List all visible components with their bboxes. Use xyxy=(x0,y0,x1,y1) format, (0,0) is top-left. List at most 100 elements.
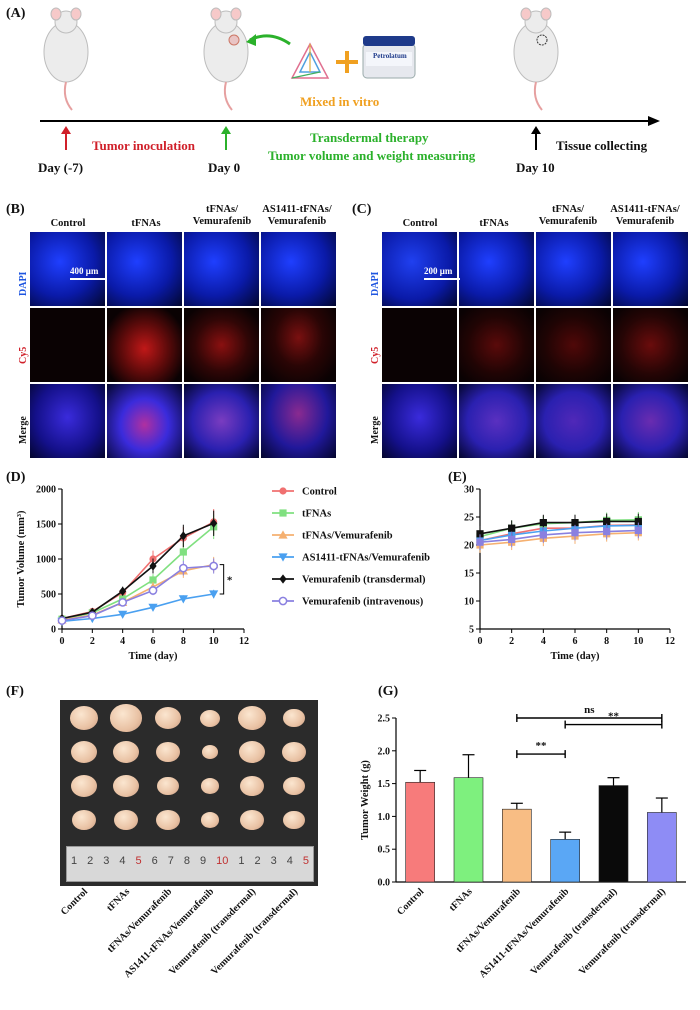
tumor-sample xyxy=(71,740,97,764)
petrolatum-jar-icon xyxy=(362,36,416,79)
tumor-sample xyxy=(157,776,179,796)
c-row-dapi: DAPI xyxy=(370,271,381,296)
legend-label: Vemurafenib (transdermal) xyxy=(302,575,426,586)
legend-label: Control xyxy=(302,487,337,498)
b-row-cy5: Cy5 xyxy=(18,346,29,364)
ruler-number: 1 xyxy=(238,855,245,867)
c-col-tfnas-vemurafenib: tFNAs/ Vemurafenib xyxy=(538,204,598,227)
day0-label: Day 0 xyxy=(208,160,241,175)
ruler-number: 4 xyxy=(119,855,126,867)
data-point xyxy=(118,610,128,619)
bar xyxy=(502,808,532,883)
y-tick-label: 500 xyxy=(41,590,56,601)
f-label: tFNAs xyxy=(105,886,132,913)
category-label: Control xyxy=(395,886,426,917)
x-tick-label: 6 xyxy=(573,636,578,647)
y-tick-label: 25 xyxy=(464,513,474,524)
y-tick-label: 1.0 xyxy=(378,812,391,823)
x-axis-label: Time (day) xyxy=(128,651,178,662)
legend-label: tFNAs/Vemurafenib xyxy=(302,531,393,542)
c-dapi-tfnas xyxy=(459,232,534,306)
legend-label: AS1411-tFNAs/Vemurafenib xyxy=(302,553,430,564)
legend-marker xyxy=(279,487,287,495)
ruler-number: 2 xyxy=(254,855,261,867)
y-tick-label: 5 xyxy=(469,625,474,636)
c-row-merge: Merge xyxy=(370,416,381,444)
ruler-number: 5 xyxy=(302,855,309,867)
legend-marker xyxy=(278,553,288,562)
tumor-sample xyxy=(113,740,139,764)
bar xyxy=(598,785,629,883)
data-point xyxy=(603,517,611,526)
data-point xyxy=(209,561,219,571)
c-col-control: Control xyxy=(402,218,438,229)
tumor-sample xyxy=(282,741,306,763)
ruler-number: 4 xyxy=(286,855,293,867)
tumor-sample xyxy=(71,774,97,798)
x-tick-label: 4 xyxy=(120,636,125,647)
tumor-measuring-label: Tumor volume and weight measuring xyxy=(268,148,476,163)
c-dapi-as1411 xyxy=(613,232,688,306)
bar xyxy=(647,812,677,883)
b-dapi-tfnas-vem xyxy=(184,232,259,306)
tumor-sample xyxy=(156,809,180,831)
mouse-icon-day-minus7 xyxy=(43,7,89,111)
y-tick-label: 20 xyxy=(464,541,474,552)
c-cy5-control xyxy=(382,308,457,382)
tumor-sample xyxy=(240,809,264,831)
c-merge-control xyxy=(382,384,457,458)
tumor-sample xyxy=(201,778,219,794)
c-dapi-control xyxy=(382,232,457,306)
y-tick-label: 1.5 xyxy=(378,779,391,790)
b-row-merge: Merge xyxy=(18,416,29,444)
y-tick-label: 1000 xyxy=(36,555,56,566)
petrolatum-label: Petrolatum xyxy=(373,52,407,60)
series-line xyxy=(61,522,214,620)
b-dapi-control xyxy=(30,232,105,306)
ruler-number: 2 xyxy=(87,855,94,867)
chart-g-tumor-weight: 0.0 0.5 1.0 1.5 2.0 2.5 Tumor Weight (g) Contro… xyxy=(360,704,686,980)
series-line xyxy=(479,524,639,542)
y-tick-label: 10 xyxy=(464,597,474,608)
data-point xyxy=(634,526,642,535)
data-point xyxy=(634,517,642,526)
ruler-number: 1 xyxy=(71,855,78,867)
significance-label: ** xyxy=(608,711,620,723)
plus-icon xyxy=(336,51,358,73)
data-point xyxy=(149,561,157,571)
y-axis-label: Tumor Weight (g) xyxy=(360,760,371,840)
tumor-sample xyxy=(110,704,142,732)
mixed-in-vitro-label: Mixed in vitro xyxy=(300,94,380,109)
f-label: Control xyxy=(59,886,90,917)
data-point xyxy=(148,603,158,612)
legend-marker xyxy=(278,530,288,539)
series-line xyxy=(479,531,639,546)
b-merge-as1411 xyxy=(261,384,336,458)
category-label: Vemurafenib (transdermal) xyxy=(529,886,620,977)
b-cy5-as1411 xyxy=(261,308,336,382)
series-line xyxy=(61,565,214,622)
series-line xyxy=(479,524,639,542)
c-dapi-tfnas-vem xyxy=(536,232,611,306)
data-point xyxy=(149,576,157,584)
panel-label-c: (C) xyxy=(352,202,372,217)
x-tick-label: 0 xyxy=(60,636,65,647)
data-point xyxy=(508,535,516,543)
significance-mark: * xyxy=(227,574,233,586)
data-point xyxy=(210,518,218,528)
category-label: tFNAs xyxy=(447,886,474,913)
y-tick-label: 2.0 xyxy=(378,746,391,757)
ruler-number: 10 xyxy=(216,855,229,867)
data-point xyxy=(179,548,187,556)
data-point xyxy=(209,590,219,599)
b-col-control: Control xyxy=(50,218,86,229)
series-line xyxy=(61,593,214,623)
x-tick-label: 0 xyxy=(478,636,483,647)
category-label: Vemurafenib (transdermal) xyxy=(577,886,668,977)
b-col-as1411: AS1411-tFNAs/ Vemurafenib xyxy=(262,204,332,227)
chart-d-tumor-volume: 0 2 4 6 8 10 12 0 500 1000 1500 2000 Time (day) Tumor… xyxy=(16,485,430,663)
tissue-collecting-label: Tissue collecting xyxy=(556,138,648,153)
data-point xyxy=(571,529,579,537)
x-tick-label: 12 xyxy=(239,636,249,647)
